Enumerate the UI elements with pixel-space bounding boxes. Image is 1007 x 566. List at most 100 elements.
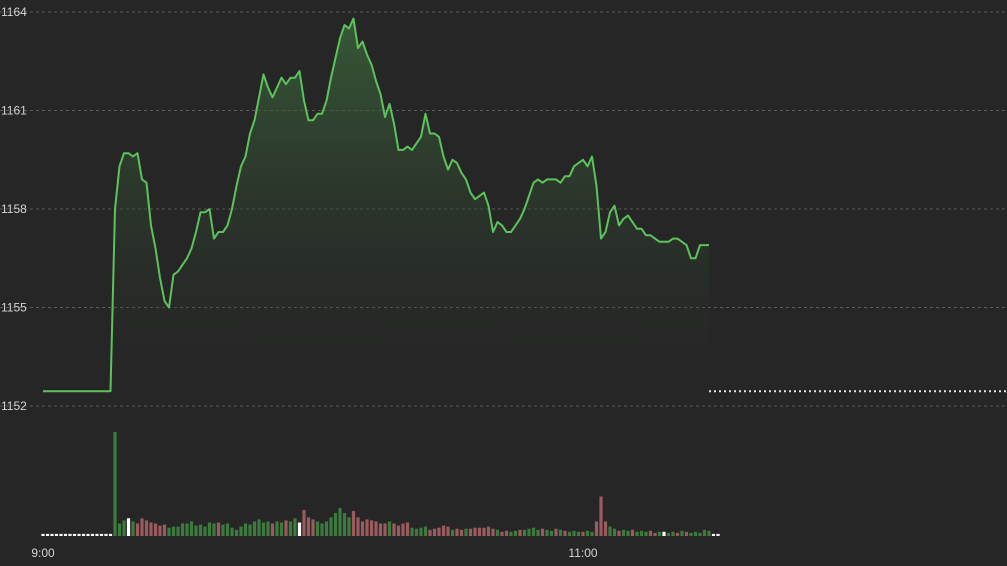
volume-bar (108, 533, 113, 536)
volume-bar (522, 529, 527, 536)
volume-bar (302, 510, 306, 536)
volume-bar (288, 521, 293, 536)
volume-bar (113, 432, 117, 536)
price-area-fill (110, 18, 709, 392)
volume-bar (450, 529, 455, 536)
volume-bar (477, 527, 482, 536)
volume-bar (234, 529, 239, 536)
price-line-layer (43, 17, 709, 393)
volume-bar (356, 517, 360, 536)
volume-bar (549, 530, 554, 536)
volume-bar (320, 523, 324, 536)
volume-bar (711, 533, 716, 536)
volume-bar (495, 529, 500, 536)
volume-bar (374, 521, 378, 536)
volume-bar (491, 528, 495, 536)
volume-bar (675, 532, 680, 536)
volume-bar (545, 529, 549, 536)
volume-bar (126, 518, 131, 536)
volume-bar (590, 531, 594, 536)
volume-bar (446, 526, 450, 536)
x-axis-ticks: 9:00 11:00 (31, 546, 598, 560)
volume-bar (594, 521, 599, 536)
volume-bar (104, 533, 108, 536)
volume-bar (333, 513, 338, 536)
volume-bar (248, 524, 252, 536)
volume-bar (324, 521, 329, 536)
volume-bar (149, 522, 153, 536)
volume-bar (77, 533, 81, 536)
volume-bar (617, 530, 621, 536)
volume-bar (576, 531, 581, 536)
volume-bar (180, 523, 185, 536)
volume-bar (270, 523, 275, 536)
volume-bar (90, 533, 95, 536)
price-area (110, 18, 709, 392)
volume-bar (378, 523, 383, 536)
volume-bar (315, 521, 320, 536)
volume-bar (293, 518, 297, 536)
volume-bar (54, 533, 59, 536)
volume-bar (338, 507, 342, 536)
volume-bar (171, 526, 176, 536)
volume-bar (68, 533, 72, 536)
volume-bar (689, 532, 693, 536)
volume-bar (257, 519, 261, 536)
volume-bar (509, 531, 513, 536)
volume-bar (482, 527, 486, 536)
volume-bar (527, 528, 531, 536)
volume-bar (360, 521, 365, 536)
volume-bar (639, 530, 644, 536)
volume-bar (612, 528, 617, 536)
volume-bar (252, 521, 257, 536)
volume-bar (284, 520, 288, 536)
y-tick-label: 1155 (1, 301, 27, 315)
x-tick-label: 11:00 (568, 546, 597, 560)
volume-bar (459, 529, 464, 536)
volume-bar (135, 523, 140, 536)
volume-bar (630, 529, 635, 536)
volume-bar (437, 527, 441, 536)
volume-bar (585, 530, 590, 536)
volume-bar (99, 533, 104, 536)
volume-bar (581, 531, 585, 536)
volume-bar (518, 529, 522, 536)
volume-bar (531, 527, 536, 536)
volume-bar (536, 529, 540, 536)
volume-bar (698, 532, 702, 536)
volume-bar (657, 531, 662, 536)
volume-bar (626, 530, 630, 536)
volume-bar (189, 521, 194, 536)
volume-bar (243, 523, 248, 536)
volume-bar (95, 533, 99, 536)
volume-bar (59, 533, 63, 536)
volume-bar (194, 525, 198, 536)
volume-bar (230, 527, 234, 536)
volume-bar (221, 524, 225, 536)
volume-bar (648, 530, 653, 536)
volume-bar (653, 532, 657, 536)
volume-bar (558, 529, 563, 536)
volume-bar (684, 531, 689, 536)
volume-bar (419, 527, 423, 536)
volume-bar (500, 531, 504, 536)
volume-bar (680, 530, 684, 536)
volume-bar (266, 521, 270, 536)
y-tick-label: 1161 (1, 104, 27, 118)
volume-bar (621, 529, 626, 536)
volume-bar (432, 528, 437, 536)
volume-bar (86, 533, 90, 536)
volume-bar (297, 522, 302, 536)
volume-bar (486, 526, 491, 536)
volume-bar (441, 525, 446, 536)
volume-bar (644, 531, 648, 536)
volume-bar (351, 511, 356, 536)
volume-bar (347, 517, 351, 536)
volume-bar (306, 517, 311, 536)
volume-bar (563, 530, 567, 536)
volume-bar (369, 520, 374, 536)
volume-bar (131, 521, 135, 536)
price-series-line (43, 17, 709, 393)
volume-bar (464, 528, 468, 536)
